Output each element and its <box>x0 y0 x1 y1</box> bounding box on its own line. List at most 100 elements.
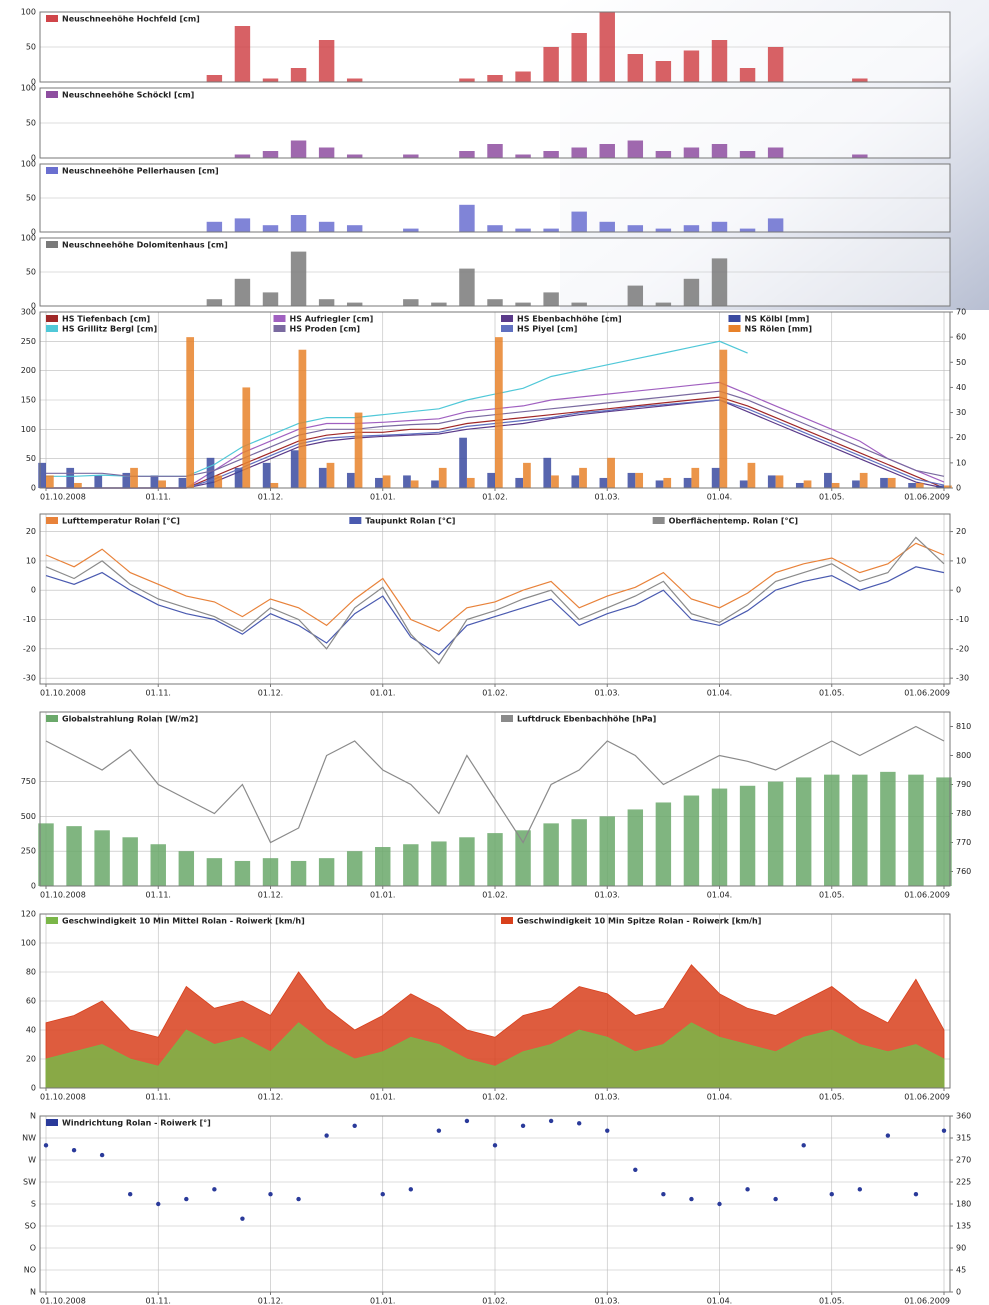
y-tick-label: 150 <box>21 396 36 405</box>
bar <box>206 299 223 306</box>
legend-swatch <box>46 241 58 248</box>
bar <box>831 482 840 488</box>
bar <box>242 387 251 488</box>
point <box>380 1192 385 1197</box>
bar <box>683 50 700 82</box>
legend-label: HS Grillitz Bergl [cm] <box>62 325 157 334</box>
x-tick-label: 01.02. <box>482 891 507 900</box>
bar <box>719 349 728 488</box>
panel-title: Neuschneehöhe Hochfeld [cm] <box>62 15 200 24</box>
point <box>773 1196 778 1202</box>
point <box>324 1133 329 1138</box>
y-tick-label: W <box>28 1156 36 1165</box>
y2-tick-label: 800 <box>956 751 971 760</box>
bar <box>739 480 748 488</box>
legend-swatch <box>501 325 513 332</box>
bar <box>438 467 447 488</box>
plot-frame <box>39 163 951 233</box>
y-tick-label: 50 <box>26 194 36 203</box>
y-tick-label: 0 <box>31 484 36 493</box>
legend-swatch <box>728 315 741 322</box>
bar <box>487 75 503 82</box>
bar <box>403 299 419 306</box>
plot-frame <box>39 11 951 83</box>
bar <box>38 823 54 886</box>
bar <box>551 475 559 488</box>
y2-tick-label: 270 <box>956 1156 971 1165</box>
panel-title: Neuschneehöhe Schöckl [cm] <box>62 91 194 100</box>
point <box>99 1152 105 1158</box>
bar <box>206 858 223 886</box>
bar <box>459 204 475 232</box>
bar <box>655 61 672 82</box>
y-tick-label: SW <box>23 1178 36 1187</box>
bar <box>543 823 559 886</box>
point <box>661 1192 666 1197</box>
bar <box>178 851 195 886</box>
bar <box>234 26 251 82</box>
bar <box>711 221 728 232</box>
bar <box>206 75 223 82</box>
line <box>45 542 945 632</box>
bar <box>130 467 138 488</box>
y-tick-label: 10 <box>26 556 36 565</box>
point <box>184 1196 189 1202</box>
legend-swatch <box>501 917 513 924</box>
point <box>689 1196 694 1202</box>
y2-tick-label: 60 <box>956 333 966 342</box>
bar <box>318 40 335 82</box>
bar <box>936 485 944 488</box>
bar <box>375 847 391 886</box>
x-tick-label: 01.06.2009 <box>904 1297 950 1305</box>
point <box>885 1133 891 1138</box>
bar <box>683 147 700 158</box>
point <box>296 1196 301 1202</box>
x-tick-label: 01.05. <box>819 1297 844 1305</box>
y2-tick-label: 30 <box>956 408 966 417</box>
bar <box>683 225 700 232</box>
bar <box>122 837 138 886</box>
bar <box>66 467 75 488</box>
point <box>857 1187 863 1192</box>
bar <box>852 154 868 158</box>
bar <box>515 830 531 886</box>
bar <box>234 154 251 158</box>
y2-tick-label: 20 <box>956 433 966 442</box>
bar <box>290 860 307 886</box>
bar <box>599 816 615 886</box>
bar <box>627 225 644 232</box>
y-tick-label: 50 <box>26 43 36 52</box>
bar <box>487 472 495 488</box>
bar <box>683 278 700 306</box>
bar <box>515 71 531 82</box>
bar <box>466 477 475 488</box>
bar <box>459 151 475 158</box>
y2-tick-label: 50 <box>956 358 966 367</box>
bar <box>206 221 223 232</box>
point <box>605 1128 610 1133</box>
legend-label: Oberflächentemp. Rolan [°C] <box>669 517 798 526</box>
bar <box>852 480 860 488</box>
bar <box>459 437 467 488</box>
bar <box>852 774 868 886</box>
bar <box>403 154 419 158</box>
bar <box>487 225 503 232</box>
point <box>576 1121 582 1126</box>
y2-tick-label: 90 <box>956 1244 966 1253</box>
bar <box>318 858 335 886</box>
bar <box>627 809 644 886</box>
y2-tick-label: 70 <box>956 308 966 317</box>
legend-label: Globalstrahlung Rolan [W/m2] <box>62 715 198 724</box>
bar <box>487 299 503 306</box>
bar <box>655 151 672 158</box>
point <box>436 1128 442 1133</box>
y-tick-label: 300 <box>21 308 36 317</box>
plot-frame <box>39 711 951 887</box>
legend-swatch <box>501 715 513 722</box>
legend-label: Taupunkt Rolan [°C] <box>365 517 455 526</box>
y2-tick-label: 135 <box>956 1222 971 1231</box>
x-tick-label: 01.12. <box>258 689 283 698</box>
bar <box>908 482 916 488</box>
legend-swatch <box>652 517 665 524</box>
